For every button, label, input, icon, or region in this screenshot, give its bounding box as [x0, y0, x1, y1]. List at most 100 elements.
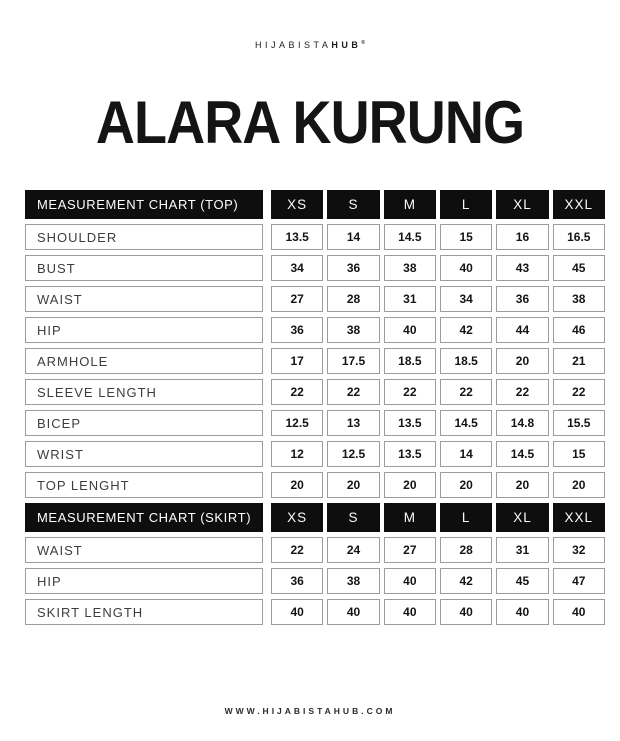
value-cell: 47 — [552, 568, 605, 594]
page-title: ALARA KURUNG — [95, 89, 525, 156]
table-row: BUST 34 36 38 40 43 45 — [25, 255, 605, 281]
value-cell: 13.5 — [383, 441, 436, 467]
value-cell: 36 — [271, 317, 324, 343]
size-header-xl: XL — [496, 190, 549, 219]
value-cell: 14.5 — [383, 224, 436, 250]
value-cell: 40 — [552, 599, 605, 625]
row-label: ARMHOLE — [25, 348, 263, 374]
table-row: SLEEVE LENGTH 22 22 22 22 22 22 — [25, 379, 605, 405]
size-header-m: M — [383, 503, 436, 532]
row-label: BICEP — [25, 410, 263, 436]
value-cell: 20 — [383, 472, 436, 498]
value-cell: 27 — [383, 537, 436, 563]
row-label: WAIST — [25, 537, 263, 563]
value-cell: 27 — [271, 286, 324, 312]
table-row: HIP 36 38 40 42 44 46 — [25, 317, 605, 343]
value-cell: 43 — [496, 255, 549, 281]
value-cell: 16.5 — [552, 224, 605, 250]
value-cell: 15 — [439, 224, 493, 250]
row-label: SKIRT LENGTH — [25, 599, 263, 625]
skirt-chart-header-row: MEASUREMENT CHART (SKIRT) XS S M L XL XX… — [25, 503, 605, 532]
table-row: ARMHOLE 17 17.5 18.5 18.5 20 21 — [25, 348, 605, 374]
value-cell: 46 — [552, 317, 605, 343]
table-row: SHOULDER 13.5 14 14.5 15 16 16.5 — [25, 224, 605, 250]
size-header-s: S — [327, 503, 380, 532]
row-label: BUST — [25, 255, 263, 281]
row-label: TOP LENGHT — [25, 472, 263, 498]
row-label: HIP — [25, 317, 263, 343]
brand-logo: HIJABISTAHUB® — [0, 40, 620, 50]
row-label: SHOULDER — [25, 224, 263, 250]
row-label: HIP — [25, 568, 263, 594]
row-label: SLEEVE LENGTH — [25, 379, 263, 405]
value-cell: 40 — [439, 255, 493, 281]
value-cell: 40 — [271, 599, 324, 625]
value-cell: 38 — [327, 568, 380, 594]
value-cell: 28 — [439, 537, 493, 563]
table-row: WRIST 12 12.5 13.5 14 14.5 15 — [25, 441, 605, 467]
value-cell: 21 — [552, 348, 605, 374]
value-cell: 18.5 — [439, 348, 493, 374]
value-cell: 45 — [552, 255, 605, 281]
value-cell: 40 — [383, 599, 436, 625]
value-cell: 42 — [439, 568, 493, 594]
value-cell: 12.5 — [327, 441, 380, 467]
value-cell: 22 — [496, 379, 549, 405]
value-cell: 14 — [439, 441, 493, 467]
table-row: WAIST 27 28 31 34 36 38 — [25, 286, 605, 312]
value-cell: 14.5 — [496, 441, 549, 467]
value-cell: 22 — [439, 379, 493, 405]
value-cell: 40 — [496, 599, 549, 625]
value-cell: 22 — [552, 379, 605, 405]
value-cell: 31 — [496, 537, 549, 563]
value-cell: 22 — [327, 379, 380, 405]
value-cell: 12.5 — [271, 410, 324, 436]
value-cell: 15 — [552, 441, 605, 467]
size-header-s: S — [327, 190, 380, 219]
table-row: SKIRT LENGTH 40 40 40 40 40 40 — [25, 599, 605, 625]
size-header-l: L — [439, 190, 493, 219]
value-cell: 14.8 — [496, 410, 549, 436]
value-cell: 36 — [327, 255, 380, 281]
value-cell: 32 — [552, 537, 605, 563]
value-cell: 15.5 — [552, 410, 605, 436]
top-chart-title: MEASUREMENT CHART (TOP) — [25, 190, 263, 219]
value-cell: 42 — [439, 317, 493, 343]
value-cell: 20 — [552, 472, 605, 498]
brand-logo-prefix: HIJABISTA — [254, 40, 332, 50]
value-cell: 24 — [327, 537, 380, 563]
footer-website: WWW.HIJABISTAHUB.COM — [224, 706, 396, 716]
value-cell: 22 — [383, 379, 436, 405]
value-cell: 13.5 — [383, 410, 436, 436]
value-cell: 28 — [327, 286, 380, 312]
table-row: TOP LENGHT 20 20 20 20 20 20 — [25, 472, 605, 498]
value-cell: 31 — [383, 286, 436, 312]
table-row: HIP 36 38 40 42 45 47 — [25, 568, 605, 594]
value-cell: 20 — [496, 348, 549, 374]
value-cell: 34 — [439, 286, 493, 312]
value-cell: 36 — [271, 568, 324, 594]
value-cell: 44 — [496, 317, 549, 343]
size-header-l: L — [439, 503, 493, 532]
value-cell: 36 — [496, 286, 549, 312]
value-cell: 22 — [271, 537, 324, 563]
value-cell: 40 — [439, 599, 493, 625]
value-cell: 22 — [271, 379, 324, 405]
value-cell: 38 — [552, 286, 605, 312]
value-cell: 16 — [496, 224, 549, 250]
top-chart-header-row: MEASUREMENT CHART (TOP) XS S M L XL XXL — [25, 190, 605, 219]
registered-mark-icon: ® — [361, 40, 366, 46]
value-cell: 40 — [383, 568, 436, 594]
value-cell: 38 — [327, 317, 380, 343]
table-row: BICEP 12.5 13 13.5 14.5 14.8 15.5 — [25, 410, 605, 436]
value-cell: 12 — [271, 441, 324, 467]
value-cell: 18.5 — [383, 348, 436, 374]
value-cell: 13.5 — [271, 224, 324, 250]
size-header-m: M — [383, 190, 436, 219]
size-header-xs: XS — [271, 190, 324, 219]
value-cell: 45 — [496, 568, 549, 594]
value-cell: 38 — [383, 255, 436, 281]
size-header-xxl: XXL — [552, 503, 605, 532]
value-cell: 34 — [271, 255, 324, 281]
value-cell: 17 — [271, 348, 324, 374]
